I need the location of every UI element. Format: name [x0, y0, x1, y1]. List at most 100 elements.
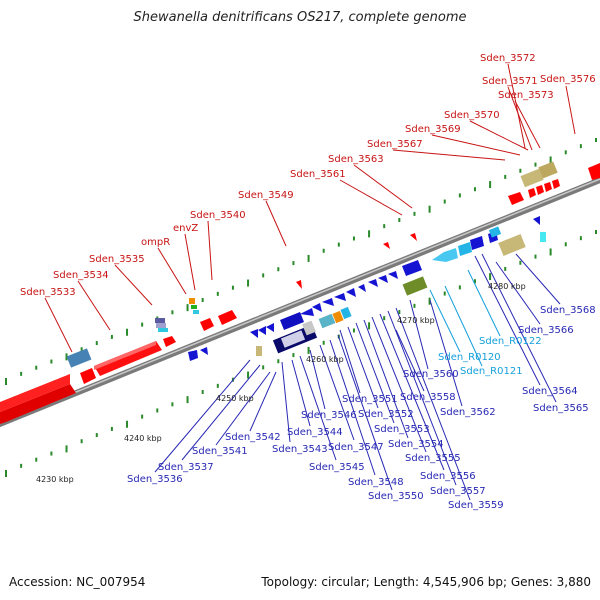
leader-line: [154, 359, 251, 473]
tick-mark: [126, 420, 129, 428]
tick-mark: [50, 359, 53, 364]
tick-mark: [534, 254, 537, 259]
leader-line: [329, 339, 376, 476]
leader-line: [337, 334, 393, 491]
accession-text: Accession: NC_007954: [9, 575, 146, 589]
gene-label: Sden_3541: [192, 446, 248, 457]
tick-mark: [307, 254, 310, 262]
tick-mark: [216, 291, 219, 296]
tick-mark: [141, 322, 144, 327]
tick-mark: [428, 205, 431, 213]
tick-mark: [126, 328, 129, 336]
gene-label: Sden_R0122: [479, 336, 542, 347]
tick-mark: [50, 451, 53, 456]
leader-line: [281, 361, 291, 443]
leader-line: [495, 261, 541, 325]
tick-mark: [458, 285, 461, 290]
leader-line: [291, 359, 311, 427]
leader-line: [469, 120, 529, 151]
tick-mark: [247, 371, 250, 379]
tick-mark: [595, 138, 597, 142]
gene-label: Sden_3571: [482, 76, 538, 87]
gene-label: Sden_3557: [430, 486, 486, 497]
leader-line: [431, 134, 521, 156]
tick-mark: [489, 273, 492, 281]
leader-line: [309, 349, 326, 410]
lower-gene-labels: Sden_3536 Sden_3537 Sden_3541 Sden_3542 …: [127, 305, 596, 511]
tick-mark: [201, 390, 204, 394]
kbp-label: 4270 kbp: [397, 316, 435, 325]
gene-label: Sden_3544: [287, 427, 343, 438]
gene-label: Sden_3572: [480, 53, 536, 64]
tick-mark: [201, 298, 204, 302]
tick-mark: [383, 316, 386, 321]
tick-mark: [186, 396, 189, 404]
tick-mark: [35, 457, 38, 462]
gene-label: Sden_3542: [225, 432, 281, 443]
tick-mark: [65, 445, 68, 453]
tick-mark: [5, 378, 7, 385]
tick-mark: [428, 297, 431, 305]
leader-line: [347, 326, 379, 409]
gene-label: Sden_3567: [367, 139, 423, 150]
tick-mark: [80, 347, 83, 352]
gene-label: Sden_3537: [158, 462, 214, 473]
gene-label: ompR: [141, 237, 170, 248]
tick-mark: [231, 285, 234, 290]
tick-mark: [171, 402, 174, 407]
leader-line: [353, 164, 413, 209]
leader-line: [507, 86, 533, 151]
leader-line: [514, 100, 541, 149]
tick-mark: [337, 242, 340, 247]
gene-label: Sden_3554: [388, 439, 444, 450]
genome-backbone: [0, 176, 600, 428]
tick-mark: [277, 359, 280, 364]
tick-mark: [171, 310, 174, 315]
gene-label: Sden_3548: [348, 477, 404, 488]
gene-label: Sden_3545: [309, 462, 365, 473]
tick-mark: [564, 150, 567, 155]
tick-mark: [262, 365, 265, 370]
gene-label: Sden_3546: [301, 410, 357, 421]
gene-label: Sden_3553: [374, 424, 430, 435]
tick-mark: [443, 291, 446, 296]
gene-label: Sden_3568: [540, 305, 596, 316]
tick-mark: [549, 248, 552, 256]
tick-mark: [519, 260, 522, 265]
rna-gene-labels: Sden_R0120 Sden_R0121 Sden_R0122: [438, 336, 542, 377]
leader-line: [319, 344, 355, 441]
gene-label: Sden_3556: [420, 471, 476, 482]
leader-line: [507, 63, 526, 149]
tick-mark: [368, 230, 371, 238]
tick-marks: [5, 138, 597, 477]
gene-label: Sden_3535: [89, 254, 145, 265]
tick-mark: [534, 162, 537, 167]
leader-line: [363, 319, 409, 439]
tick-mark: [413, 211, 416, 216]
gene-label: Sden_3561: [290, 169, 346, 180]
gene-label: Sden_3549: [238, 190, 294, 201]
tick-mark: [504, 266, 507, 271]
leader-line: [474, 255, 541, 386]
tick-mark: [458, 193, 461, 198]
leader-line: [114, 264, 153, 306]
map-title: Shewanella denitrificans OS217, complete…: [133, 10, 467, 25]
kbp-label: 4260 kbp: [306, 355, 344, 364]
gene-label: Sden_3558: [400, 392, 456, 403]
leader-line: [339, 329, 361, 394]
genome-summary-text: Topology: circular; Length: 4,545,906 bp…: [261, 575, 591, 589]
tick-mark: [322, 248, 325, 253]
leader-line: [339, 179, 403, 216]
leader-line: [77, 280, 111, 331]
gene-label: Sden_R0121: [460, 366, 523, 377]
leader-line: [265, 200, 287, 247]
tick-mark: [20, 371, 23, 376]
gene-label: Sden_3562: [440, 407, 496, 418]
tick-mark: [413, 303, 416, 308]
kbp-label: 4250 kbp: [216, 394, 254, 403]
leader-line: [184, 233, 196, 291]
leader-line: [207, 220, 213, 281]
tick-mark: [473, 187, 476, 192]
gene-label: Sden_3533: [20, 287, 76, 298]
leader-line: [409, 299, 429, 370]
